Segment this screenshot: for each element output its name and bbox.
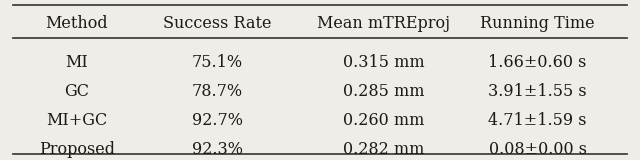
Text: MI: MI: [65, 54, 88, 71]
Text: Running Time: Running Time: [480, 15, 595, 32]
Text: 75.1%: 75.1%: [192, 54, 243, 71]
Text: Success Rate: Success Rate: [163, 15, 272, 32]
Text: 0.315 mm: 0.315 mm: [343, 54, 425, 71]
Text: Method: Method: [45, 15, 108, 32]
Text: 78.7%: 78.7%: [192, 83, 243, 100]
Text: 92.3%: 92.3%: [192, 141, 243, 158]
Text: 92.7%: 92.7%: [192, 112, 243, 129]
Text: 3.91±1.55 s: 3.91±1.55 s: [488, 83, 587, 100]
Text: GC: GC: [64, 83, 90, 100]
Text: MI+GC: MI+GC: [46, 112, 108, 129]
Text: 0.282 mm: 0.282 mm: [343, 141, 425, 158]
Text: 0.260 mm: 0.260 mm: [343, 112, 425, 129]
Text: 0.08±0.00 s: 0.08±0.00 s: [488, 141, 587, 158]
Text: Mean mTREproj: Mean mTREproj: [317, 15, 451, 32]
Text: 0.285 mm: 0.285 mm: [343, 83, 425, 100]
Text: Proposed: Proposed: [39, 141, 115, 158]
Text: 4.71±1.59 s: 4.71±1.59 s: [488, 112, 587, 129]
Text: 1.66±0.60 s: 1.66±0.60 s: [488, 54, 587, 71]
